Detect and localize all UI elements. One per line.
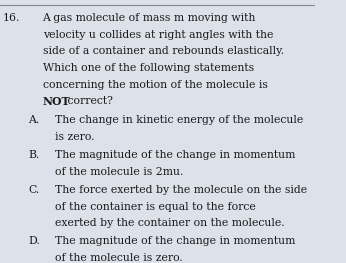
- Text: velocity u collides at right angles with the: velocity u collides at right angles with…: [43, 30, 273, 40]
- Text: of the container is equal to the force: of the container is equal to the force: [55, 201, 256, 211]
- Text: The force exerted by the molecule on the side: The force exerted by the molecule on the…: [55, 185, 307, 195]
- Text: The magnitude of the change in momentum: The magnitude of the change in momentum: [55, 236, 295, 246]
- Text: The change in kinetic energy of the molecule: The change in kinetic energy of the mole…: [55, 115, 303, 125]
- Text: D.: D.: [28, 236, 40, 246]
- Text: correct?: correct?: [64, 97, 113, 107]
- Text: of the molecule is 2mu.: of the molecule is 2mu.: [55, 167, 183, 177]
- Text: of the molecule is zero.: of the molecule is zero.: [55, 253, 183, 263]
- Text: 16.: 16.: [3, 13, 20, 23]
- Text: is zero.: is zero.: [55, 132, 95, 142]
- Text: B.: B.: [28, 150, 39, 160]
- Text: side of a container and rebounds elastically.: side of a container and rebounds elastic…: [43, 47, 284, 57]
- Text: A.: A.: [28, 115, 39, 125]
- Text: NOT: NOT: [43, 97, 70, 107]
- Text: A gas molecule of mass m moving with: A gas molecule of mass m moving with: [43, 13, 256, 23]
- Text: concerning the motion of the molecule is: concerning the motion of the molecule is: [43, 80, 267, 90]
- Text: The magnitude of the change in momentum: The magnitude of the change in momentum: [55, 150, 295, 160]
- Text: Which one of the following statements: Which one of the following statements: [43, 63, 254, 73]
- Text: exerted by the container on the molecule.: exerted by the container on the molecule…: [55, 218, 285, 228]
- Text: C.: C.: [28, 185, 39, 195]
